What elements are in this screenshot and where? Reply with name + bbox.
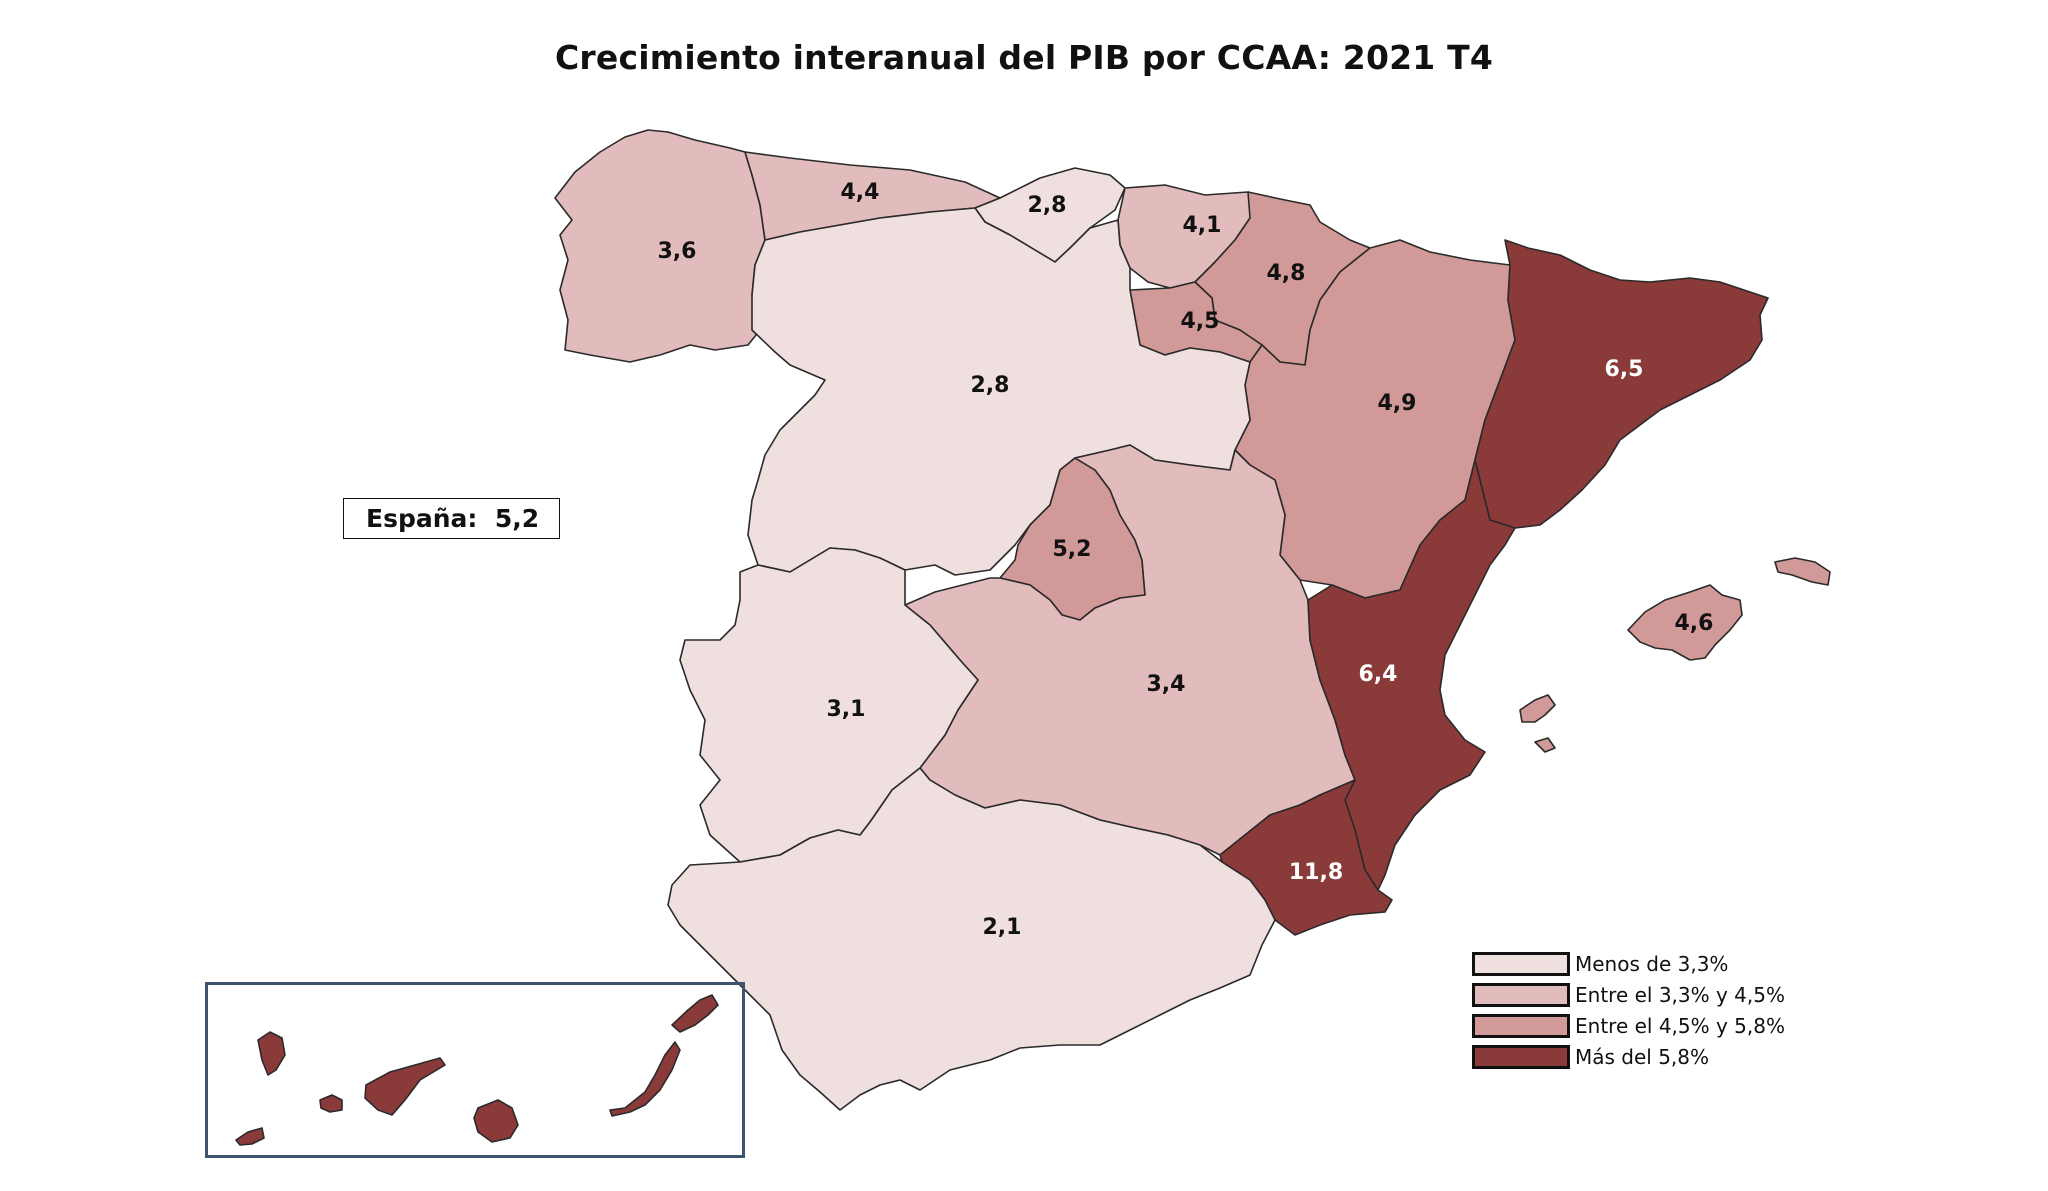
legend-swatch (1472, 1013, 1570, 1038)
map-title: Crecimiento interanual del PIB por CCAA:… (555, 38, 1493, 77)
legend-swatch (1472, 982, 1570, 1007)
canarias-inset-frame (205, 982, 745, 1158)
island-ibiza[interactable] (1519, 694, 1556, 723)
national-total-box: España: 5,2 (343, 498, 560, 539)
island-lanzarote[interactable] (671, 994, 719, 1033)
label-madrid: 5,2 (1053, 537, 1092, 562)
legend-item: Entre el 4,5% y 5,8% (1472, 1010, 1785, 1041)
label-andalucia: 2,1 (983, 915, 1022, 940)
canarias-islands (235, 994, 719, 1146)
label-asturias: 4,4 (841, 180, 880, 205)
island-la-gomera[interactable] (319, 1094, 343, 1113)
island-la-palma[interactable] (257, 1031, 286, 1076)
island-el-hierro[interactable] (235, 1127, 265, 1146)
legend-label: Entre el 4,5% y 5,8% (1575, 1013, 1785, 1038)
region-cataluna[interactable] (1474, 239, 1769, 529)
national-label: España: (366, 504, 478, 533)
national-value: 5,2 (494, 504, 540, 533)
legend-swatch (1472, 951, 1570, 976)
island-formentera[interactable] (1534, 737, 1556, 753)
label-pais-vasco: 4,1 (1183, 213, 1222, 238)
label-murcia: 11,8 (1289, 860, 1343, 885)
island-menorca[interactable] (1774, 557, 1831, 586)
label-navarra: 4,8 (1267, 261, 1306, 286)
region-valencia[interactable] (1307, 459, 1516, 891)
label-cataluna: 6,5 (1605, 357, 1644, 382)
island-fuerteventura[interactable] (609, 1041, 681, 1117)
legend-item: Entre el 3,3% y 4,5% (1472, 979, 1785, 1010)
legend-item: Menos de 3,3% (1472, 948, 1785, 979)
island-gran-canaria[interactable] (473, 1099, 519, 1143)
label-castilla-la-mancha: 3,4 (1147, 672, 1186, 697)
label-valencia: 6,4 (1359, 662, 1398, 687)
label-la-rioja: 4,5 (1181, 309, 1220, 334)
legend: Menos de 3,3% Entre el 3,3% y 4,5% Entre… (1472, 948, 1785, 1072)
island-tenerife[interactable] (364, 1057, 446, 1116)
region-andalucia[interactable] (667, 767, 1276, 1111)
legend-label: Menos de 3,3% (1575, 951, 1729, 976)
region-baleares[interactable] (1627, 584, 1743, 661)
label-galicia: 3,6 (658, 239, 697, 264)
legend-label: Entre el 3,3% y 4,5% (1575, 982, 1785, 1007)
label-castilla-y-leon: 2,8 (971, 373, 1010, 398)
legend-swatch (1472, 1044, 1570, 1069)
label-canarias: 8,8 (478, 1018, 517, 1043)
label-extremadura: 3,1 (827, 697, 866, 722)
legend-label: Más del 5,8% (1575, 1044, 1710, 1069)
label-aragon: 4,9 (1378, 391, 1417, 416)
legend-item: Más del 5,8% (1472, 1041, 1785, 1072)
label-cantabria: 2,8 (1028, 193, 1067, 218)
value-labels: 3,6 4,4 2,8 4,1 4,8 4,5 4,9 6,5 2,8 5,2 … (478, 180, 1714, 1043)
label-baleares: 4,6 (1675, 611, 1714, 636)
